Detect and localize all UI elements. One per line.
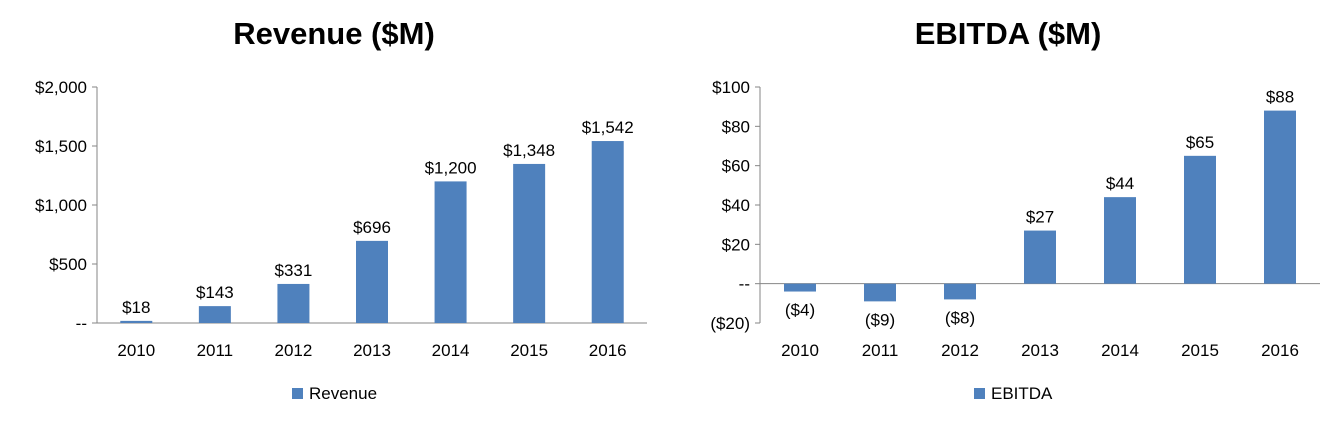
data-label: ($8) [945, 308, 975, 327]
data-label: $143 [196, 283, 234, 302]
data-label: $1,348 [503, 141, 555, 160]
bar [784, 283, 816, 292]
y-tick-label: -- [76, 314, 87, 333]
revenue-chart: Revenue ($M) -- $500 $1,000 $1,500 $2,000 $18… [35, 16, 647, 403]
y-tick-label: $80 [722, 117, 750, 136]
y-tick-label: $100 [712, 78, 750, 97]
y-tick-label: ($20) [710, 314, 750, 333]
y-tick-label: $500 [49, 255, 87, 274]
bar [1184, 155, 1216, 284]
ebitda-chart: EBITDA ($M) ($20) -- $20 $40 $60 $80 $100 ($4) 2… [672, 0, 1344, 426]
y-tick-label: $20 [722, 235, 750, 254]
bar [277, 283, 310, 323]
data-label: $65 [1186, 133, 1214, 152]
y-tick-label: $60 [722, 157, 750, 176]
category-label: 2013 [1021, 341, 1059, 360]
category-label: 2013 [353, 341, 391, 360]
category-label: 2016 [1261, 341, 1299, 360]
y-tick-label: $40 [722, 196, 750, 215]
category-label: 2011 [862, 341, 899, 360]
category-label: 2010 [117, 341, 155, 360]
data-label: ($4) [785, 301, 815, 320]
bar [356, 240, 388, 323]
legend-swatch [292, 388, 303, 399]
category-label: 2012 [275, 341, 313, 360]
category-label: 2010 [781, 341, 819, 360]
data-label: $696 [353, 218, 391, 237]
category-label: 2014 [432, 341, 470, 360]
bar [198, 306, 231, 323]
revenue-chart-title: Revenue ($M) [233, 16, 435, 51]
y-tick-label: $1,000 [35, 196, 87, 215]
bar [434, 181, 467, 323]
data-label: $27 [1026, 208, 1054, 227]
data-label: ($9) [865, 310, 895, 329]
data-label: $1,200 [425, 158, 477, 177]
y-tick-label: $2,000 [35, 78, 87, 97]
data-label: $88 [1266, 88, 1294, 107]
legend-label: Revenue [309, 384, 377, 403]
y-tick-label: -- [739, 275, 750, 294]
bar [591, 141, 624, 323]
category-label: 2014 [1101, 341, 1139, 360]
category-label: 2015 [510, 341, 548, 360]
data-label: $18 [122, 298, 150, 317]
bar [1264, 110, 1296, 284]
data-label: $331 [275, 261, 313, 280]
bar [513, 163, 546, 323]
y-tick-label: $1,500 [35, 137, 87, 156]
bar [944, 283, 976, 300]
legend-label: EBITDA [991, 384, 1053, 403]
revenue-chart-plot: -- $500 $1,000 $1,500 $2,000 $18 2010 $143 2011 $… [35, 78, 647, 403]
data-label: $1,542 [582, 118, 634, 137]
bar [1024, 230, 1056, 284]
bar [1104, 197, 1136, 284]
category-label: 2012 [941, 341, 979, 360]
legend-swatch [974, 388, 985, 399]
bar [864, 283, 896, 302]
category-label: 2016 [589, 341, 627, 360]
category-label: 2015 [1181, 341, 1219, 360]
data-label: $44 [1106, 174, 1134, 193]
ebitda-chart-title: EBITDA ($M) [914, 16, 1102, 51]
category-label: 2011 [197, 341, 234, 360]
ebitda-chart-plot: ($20) -- $20 $40 $60 $80 $100 ($4) 2010 ($9) 2011 (… [710, 78, 1320, 403]
bar [120, 320, 153, 323]
